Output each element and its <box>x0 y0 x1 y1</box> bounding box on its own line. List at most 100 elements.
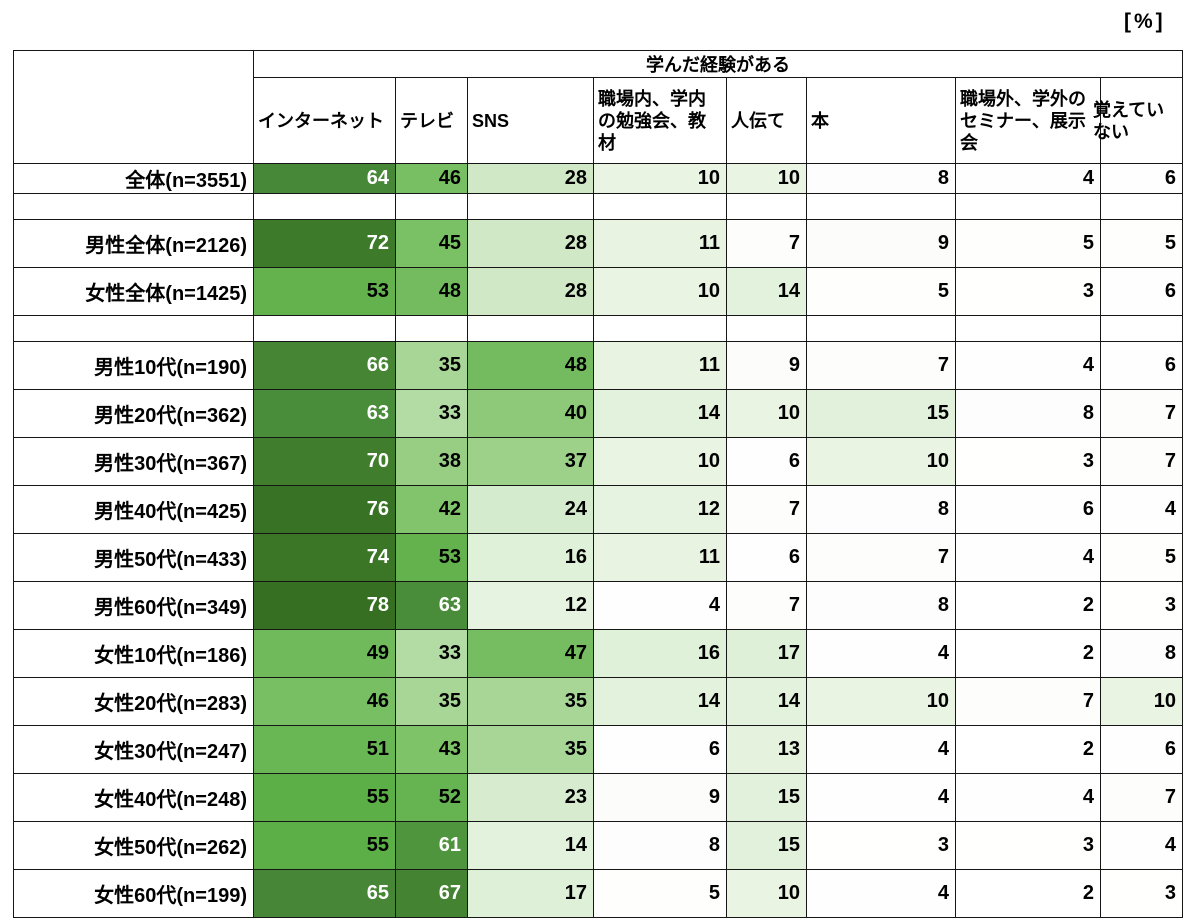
data-row: 女性20代(n=283) 46 35 35 14 14 10 7 10 <box>13 677 1183 726</box>
value-cell: 8 <box>955 389 1101 438</box>
data-row: 男性50代(n=433) 74 53 16 11 6 7 4 5 <box>13 533 1183 582</box>
data-row: 男性10代(n=190) 66 35 48 11 9 7 4 6 <box>13 341 1183 390</box>
column-header-5: 人伝て <box>726 77 807 164</box>
value-cell: 6 <box>593 725 727 774</box>
value-cell: 48 <box>467 341 594 390</box>
value-cell: 14 <box>726 267 807 316</box>
value-cell: 8 <box>806 163 956 194</box>
column-header-1: インターネット <box>253 77 396 164</box>
value-cell: 2 <box>955 581 1101 630</box>
value-cell: 72 <box>253 219 396 268</box>
column-header-row: インターネット テレビ SNS 職場内、学内の勉強会、教材 人伝て 本 職場外、学外のセミナ… <box>14 77 1183 164</box>
value-cell: 2 <box>955 725 1101 774</box>
value-cell: 11 <box>593 219 727 268</box>
column-header-4: 職場内、学内の勉強会、教材 <box>593 77 727 164</box>
column-header-2: テレビ <box>395 77 468 164</box>
value-cell: 4 <box>1100 485 1183 534</box>
data-row: 男性20代(n=362) 63 33 40 14 10 15 8 7 <box>13 389 1183 438</box>
value-cell: 35 <box>395 341 468 390</box>
value-cell: 35 <box>395 677 468 726</box>
value-cell: 10 <box>806 677 956 726</box>
empty-cell <box>955 193 1101 220</box>
empty-cell <box>467 315 594 342</box>
data-row: 男性全体(n=2126) 72 45 28 11 7 9 5 5 <box>13 219 1183 268</box>
row-label: 男性30代(n=367) <box>13 437 254 486</box>
data-row: 女性60代(n=199) 65 67 17 5 10 4 2 3 <box>13 869 1183 918</box>
value-cell: 55 <box>253 773 396 822</box>
value-cell: 10 <box>593 163 727 194</box>
value-cell: 5 <box>1100 533 1183 582</box>
group-header: 学んだ経験がある <box>253 50 1183 78</box>
value-cell: 67 <box>395 869 468 918</box>
value-cell: 38 <box>395 437 468 486</box>
value-cell: 37 <box>467 437 594 486</box>
value-cell: 3 <box>955 437 1101 486</box>
spacer-row <box>13 193 1183 220</box>
value-cell: 4 <box>955 341 1101 390</box>
empty-cell <box>806 315 956 342</box>
value-cell: 35 <box>467 725 594 774</box>
data-row: 男性60代(n=349) 78 63 12 4 7 8 2 3 <box>13 581 1183 630</box>
value-cell: 63 <box>395 581 468 630</box>
row-label: 女性30代(n=247) <box>13 725 254 774</box>
value-cell: 8 <box>806 581 956 630</box>
value-cell: 5 <box>593 869 727 918</box>
value-cell: 23 <box>467 773 594 822</box>
value-cell: 4 <box>955 773 1101 822</box>
value-cell: 6 <box>726 533 807 582</box>
empty-cell <box>955 315 1101 342</box>
value-cell: 10 <box>593 267 727 316</box>
value-cell: 9 <box>806 219 956 268</box>
value-cell: 65 <box>253 869 396 918</box>
value-cell: 10 <box>1100 677 1183 726</box>
value-cell: 47 <box>467 629 594 678</box>
row-label: 女性10代(n=186) <box>13 629 254 678</box>
row-label: 男性全体(n=2126) <box>13 219 254 268</box>
value-cell: 66 <box>253 341 396 390</box>
value-cell: 4 <box>955 533 1101 582</box>
value-cell: 6 <box>1100 267 1183 316</box>
column-header-label: 職場内、学内の勉強会、教材 <box>598 88 706 153</box>
data-row: 全体(n=3551) 64 46 28 10 10 8 4 6 <box>13 163 1183 194</box>
value-cell: 6 <box>955 485 1101 534</box>
value-cell: 7 <box>806 341 956 390</box>
data-row: 女性10代(n=186) 49 33 47 16 17 4 2 8 <box>13 629 1183 678</box>
empty-cell <box>395 193 468 220</box>
value-cell: 49 <box>253 629 396 678</box>
value-cell: 10 <box>726 389 807 438</box>
value-cell: 4 <box>593 581 727 630</box>
column-header-label: SNS <box>472 110 510 131</box>
spacer-row <box>13 315 1183 342</box>
value-cell: 53 <box>395 533 468 582</box>
value-cell: 7 <box>726 219 807 268</box>
value-cell: 4 <box>806 869 956 918</box>
value-cell: 15 <box>726 821 807 870</box>
data-row: 男性40代(n=425) 76 42 24 12 7 8 6 4 <box>13 485 1183 534</box>
value-cell: 8 <box>593 821 727 870</box>
value-cell: 76 <box>253 485 396 534</box>
row-label: 男性20代(n=362) <box>13 389 254 438</box>
value-cell: 16 <box>593 629 727 678</box>
value-cell: 7 <box>1100 773 1183 822</box>
value-cell: 7 <box>955 677 1101 726</box>
value-cell: 12 <box>593 485 727 534</box>
value-cell: 14 <box>593 389 727 438</box>
value-cell: 4 <box>806 629 956 678</box>
group-header-row: 学んだ経験がある <box>13 50 1183 164</box>
value-cell: 61 <box>395 821 468 870</box>
value-cell: 51 <box>253 725 396 774</box>
value-cell: 74 <box>253 533 396 582</box>
value-cell: 35 <box>467 677 594 726</box>
value-cell: 8 <box>806 485 956 534</box>
corner-cell <box>13 50 254 164</box>
value-cell: 53 <box>253 267 396 316</box>
value-cell: 13 <box>726 725 807 774</box>
value-cell: 28 <box>467 163 594 194</box>
data-row: 男性30代(n=367) 70 38 37 10 6 10 3 7 <box>13 437 1183 486</box>
value-cell: 7 <box>726 581 807 630</box>
percent-unit-label: [%] <box>1124 10 1166 33</box>
value-cell: 10 <box>593 437 727 486</box>
value-cell: 17 <box>467 869 594 918</box>
value-cell: 10 <box>806 437 956 486</box>
column-header-8: 覚えていない <box>1093 77 1183 164</box>
